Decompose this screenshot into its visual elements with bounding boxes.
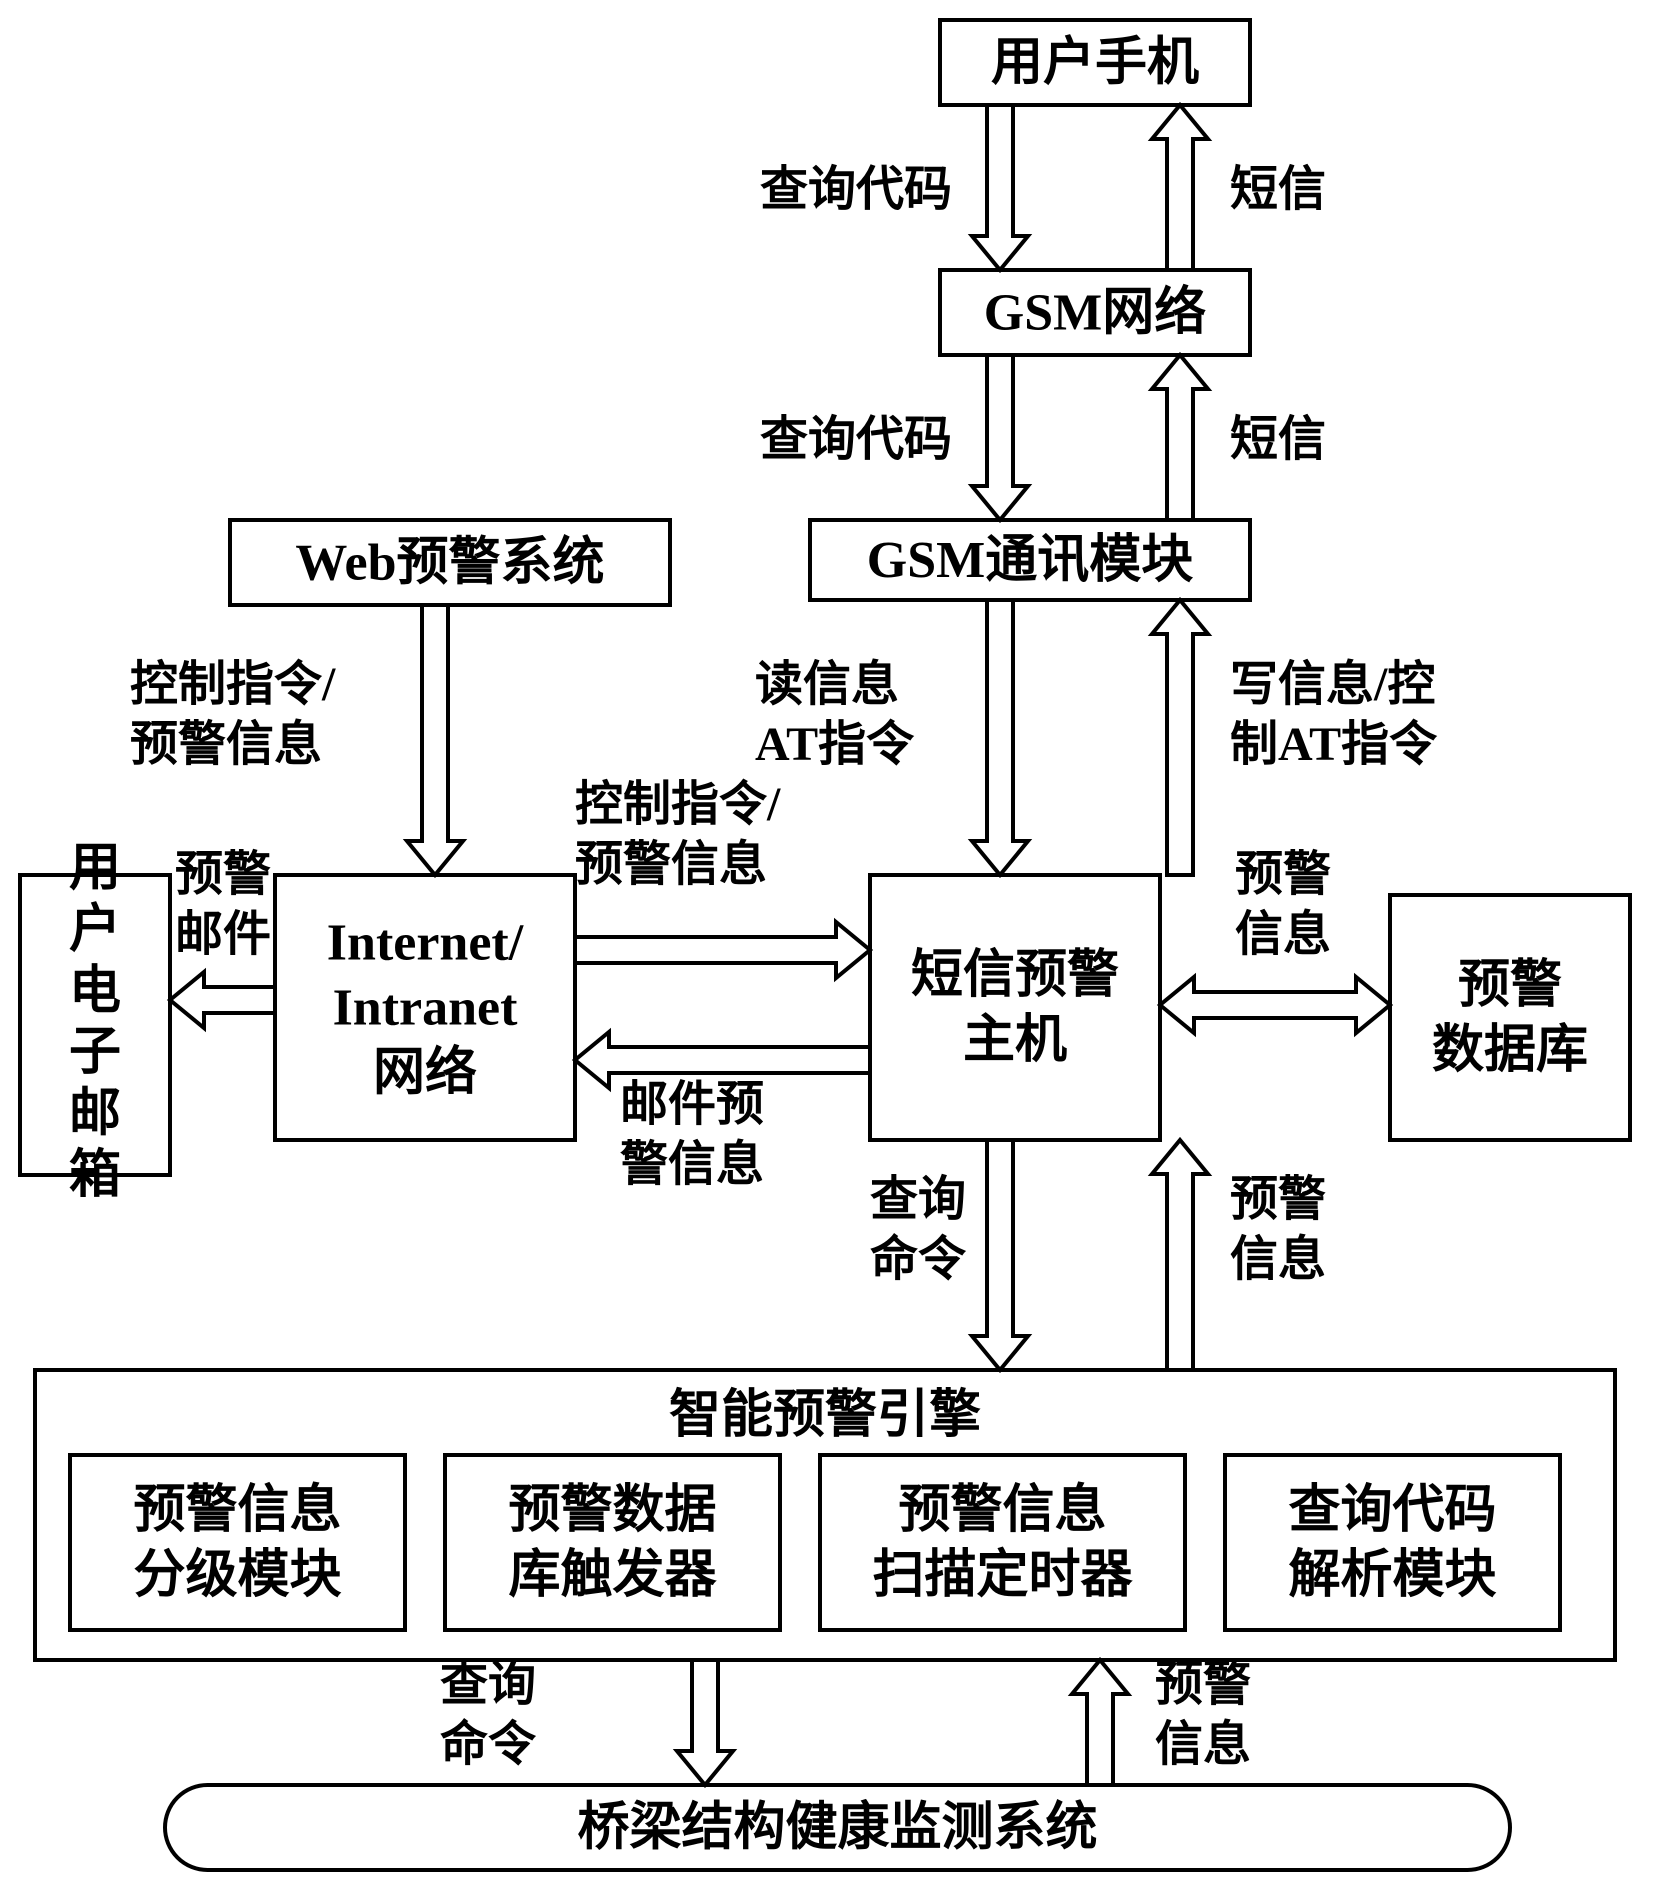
svg-text:箱: 箱 xyxy=(69,1146,121,1204)
edge-5 xyxy=(1152,600,1208,875)
edge-0 xyxy=(972,105,1028,270)
node-internet: Internet/Intranet网络 xyxy=(275,875,575,1140)
node-bridge: 桥梁结构健康监测系统 xyxy=(165,1785,1510,1870)
edge-3 xyxy=(1152,355,1208,520)
edge-label-2: 查询代码 xyxy=(760,413,952,466)
edge-12 xyxy=(1152,1140,1208,1370)
svg-text:GSM通讯模块: GSM通讯模块 xyxy=(867,531,1193,589)
edge-label-5: 写信息/控制AT指令 xyxy=(1230,658,1438,771)
svg-text:Web预警系统: Web预警系统 xyxy=(295,533,604,591)
node-mod2: 预警数据库触发器 xyxy=(445,1455,780,1630)
svg-text:用户手机: 用户手机 xyxy=(991,33,1199,91)
node-mod4: 查询代码解析模块 xyxy=(1225,1455,1560,1630)
edge-label-8: 控制指令/预警信息 xyxy=(575,778,781,891)
edge-2 xyxy=(972,355,1028,520)
edge-8 xyxy=(575,922,870,978)
edge-label-1: 短信 xyxy=(1230,163,1326,216)
edge-label-11: 查询命令 xyxy=(870,1173,967,1286)
svg-text:户: 户 xyxy=(69,900,121,958)
node-mod1: 预警信息分级模块 xyxy=(70,1455,405,1630)
svg-text:智能预警引擎: 智能预警引擎 xyxy=(669,1386,981,1444)
svg-text:电: 电 xyxy=(69,962,121,1020)
node-alert_db: 预警数据库 xyxy=(1390,895,1630,1140)
edge-1 xyxy=(1152,105,1208,270)
edge-label-4: 读信息AT指令 xyxy=(755,658,915,771)
node-web_alert: Web预警系统 xyxy=(230,520,670,605)
node-gsm_network: GSM网络 xyxy=(940,270,1250,355)
edge-7 xyxy=(170,972,275,1028)
edge-label-0: 查询代码 xyxy=(760,163,952,216)
edge-13 xyxy=(677,1660,733,1785)
edge-label-9: 邮件预警信息 xyxy=(620,1078,764,1191)
node-mod3: 预警信息扫描定时器 xyxy=(820,1455,1185,1630)
edge-6 xyxy=(407,605,463,875)
edge-4 xyxy=(972,600,1028,875)
node-user_phone: 用户手机 xyxy=(940,20,1250,105)
edge-label-13: 查询命令 xyxy=(440,1658,537,1771)
node-sms_host: 短信预警主机 xyxy=(870,875,1160,1140)
svg-text:邮: 邮 xyxy=(69,1085,121,1143)
flowchart-canvas: 用户手机 GSM网络 GSM通讯模块 Web预警系统用户电子邮箱 Internet/In… xyxy=(0,0,1655,1880)
edge-label-10: 预警信息 xyxy=(1235,848,1331,961)
edge-label-14: 预警信息 xyxy=(1155,1658,1251,1771)
edge-label-7: 预警邮件 xyxy=(175,848,271,961)
svg-text:子: 子 xyxy=(69,1024,121,1081)
edge-label-6: 控制指令/预警信息 xyxy=(130,658,336,771)
edge-11 xyxy=(972,1140,1028,1370)
svg-text:GSM网络: GSM网络 xyxy=(984,282,1206,341)
svg-text:桥梁结构健康监测系统: 桥梁结构健康监测系统 xyxy=(577,1798,1097,1856)
node-user_mailbox: 用户电子邮箱 xyxy=(20,840,170,1204)
svg-text:用: 用 xyxy=(69,840,121,897)
edge-label-12: 预警信息 xyxy=(1230,1173,1326,1286)
edge-label-3: 短信 xyxy=(1230,413,1326,466)
edge-10 xyxy=(1160,977,1390,1033)
edge-14 xyxy=(1072,1660,1128,1785)
node-gsm_module: GSM通讯模块 xyxy=(810,520,1250,600)
